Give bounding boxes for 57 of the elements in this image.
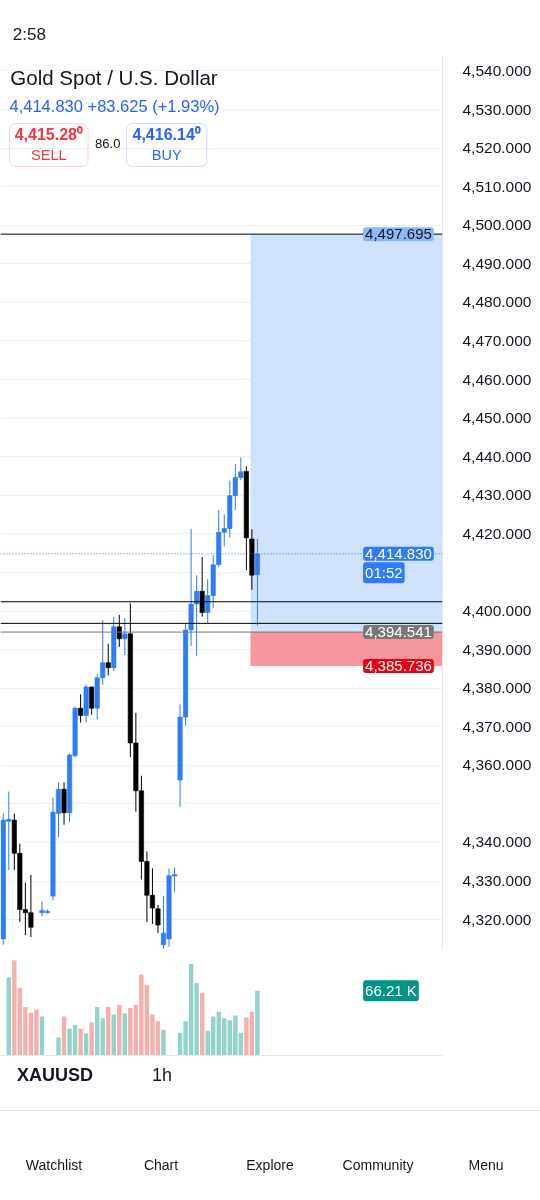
text: 1h: [152, 1064, 173, 1086]
candlestick: [122, 617, 128, 656]
y-tick-label: 4,440.000: [462, 447, 532, 465]
y-tick-label: 4,530.000: [462, 100, 532, 118]
bar: [56, 1037, 61, 1056]
y-tick-label: 4,450.000: [462, 409, 532, 427]
candlestick: [89, 686, 95, 716]
text: 4,414.830 +83.625 (+1.93%): [9, 96, 220, 115]
bar: [100, 1018, 105, 1056]
y-tick-label: 4,500.000: [462, 216, 532, 234]
text: Gold Spot / U.S. Dollar: [10, 66, 218, 89]
text: Community: [341, 1156, 415, 1174]
y-tick-label: 4,510.000: [462, 177, 532, 195]
bar: [161, 1029, 166, 1056]
bar: [78, 1028, 83, 1056]
bar: [117, 1005, 122, 1056]
annotation: 4,415.28⁰: [14, 126, 83, 143]
text: 2:58: [12, 25, 46, 44]
text: Menu: [467, 1156, 505, 1174]
band-label: 4,497.695: [365, 225, 432, 243]
y-tick-label: 4,540.000: [462, 61, 532, 79]
y-tick-label: 4,320.000: [462, 910, 532, 928]
ref-line-label: 4,414.830: [365, 544, 432, 562]
band-label: 4,385.736: [365, 657, 432, 675]
y-tick-label: 4,330.000: [462, 872, 532, 890]
y-tick-label: 4,380.000: [462, 679, 532, 697]
y-tick-label: 4,430.000: [462, 486, 532, 504]
text: Chart: [142, 1156, 180, 1174]
bar: [89, 1022, 94, 1056]
y-tick-label: 4,400.000: [462, 602, 532, 620]
y-tick-label: 4,370.000: [462, 717, 532, 735]
annotation: 4,416.14⁰: [132, 126, 201, 143]
bar: [6, 977, 11, 1056]
y-tick-label: 4,490.000: [462, 254, 532, 272]
text: Explore: [245, 1156, 295, 1174]
annotation: 66.21 K: [365, 982, 417, 1000]
y-tick-label: 4,460.000: [462, 370, 532, 388]
bar: [39, 1016, 45, 1056]
y-tick-label: 4,470.000: [462, 331, 532, 349]
y-tick-label: 4,520.000: [462, 139, 532, 157]
annotation: SELL: [31, 146, 67, 163]
bar: [255, 990, 260, 1056]
bar: [61, 1016, 67, 1056]
text: Watchlist: [24, 1156, 84, 1174]
annotation: BUY: [151, 146, 182, 163]
candlestick: [105, 643, 111, 676]
y-tick-label: 4,340.000: [462, 833, 532, 851]
text: XAUUSD: [17, 1064, 94, 1086]
annotation: 86.0: [95, 136, 121, 151]
annotation: 01:52: [365, 564, 403, 582]
y-tick-label: 4,390.000: [462, 640, 532, 658]
y-tick-label: 4,480.000: [462, 293, 532, 311]
y-tick-label: 4,360.000: [462, 756, 532, 774]
ref-line-label: 4,394.541: [365, 623, 432, 641]
candlestick: [78, 693, 84, 724]
y-tick-label: 4,420.000: [462, 524, 532, 542]
candlestick: [61, 781, 67, 826]
